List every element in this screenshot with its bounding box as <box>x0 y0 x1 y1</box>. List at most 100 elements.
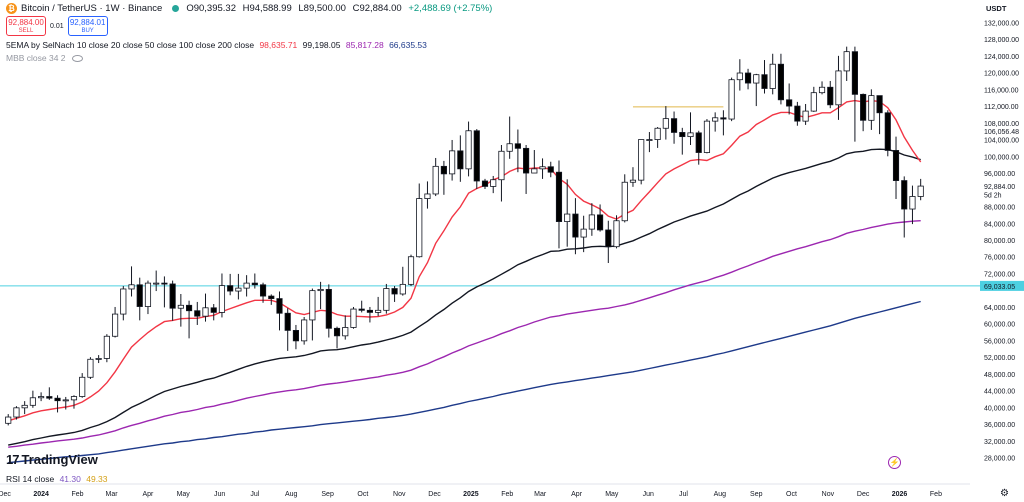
symbol-legend[interactable]: ₿ Bitcoin / TetherUS · 1W · Binance O90,… <box>6 3 496 14</box>
price-tick-label: 120,000.00 <box>984 71 1019 78</box>
candle-body-up <box>309 290 316 321</box>
candle <box>901 176 908 238</box>
candle-body-up <box>235 287 242 292</box>
candle <box>350 306 357 329</box>
candle-body-up <box>564 213 571 222</box>
candle <box>638 139 645 185</box>
candle-body-up <box>38 396 45 399</box>
close-value: C92,884.00 <box>352 3 402 14</box>
candle <box>202 293 209 322</box>
settings-gear-icon[interactable]: ⚙ <box>1000 488 1009 499</box>
candle-body-down <box>276 298 283 314</box>
price-axis[interactable]: 132,000.00 128,000.00 124,000.00 120,000.00… <box>980 20 1024 463</box>
candle-body-down <box>185 304 193 312</box>
price-tick-label: 48,000.00 <box>984 372 1015 379</box>
symbol-title[interactable]: Bitcoin / TetherUS · 1W · Binance <box>21 3 163 14</box>
candle-body-down <box>251 282 258 286</box>
time-tick-label: Nov <box>822 491 835 498</box>
buy-price: 92,884.01 <box>69 18 106 27</box>
candle <box>407 254 415 287</box>
candle <box>777 53 785 105</box>
time-axis[interactable]: Dec 2024 Feb Mar Apr May Jun Jul Aug Sep Oct Nov Dec… <box>0 483 970 498</box>
candle-body-down <box>597 214 604 231</box>
high-value: H94,588.99 <box>242 3 292 14</box>
candle <box>383 283 390 314</box>
candle <box>358 300 365 313</box>
candle <box>309 288 316 341</box>
time-tick-label: Sep <box>750 491 763 498</box>
mbb-legend[interactable]: MBB close 34 2 <box>6 53 83 63</box>
candle <box>169 280 176 321</box>
price-tick-label: 84,000.00 <box>984 221 1015 228</box>
ohlc-values: O90,395.32 H94,588.99 L89,500.00 C92,884… <box>186 3 496 14</box>
candle <box>366 306 373 323</box>
candle <box>432 157 439 197</box>
candle <box>399 266 406 296</box>
candle <box>46 387 53 400</box>
change-value: +2,488.69 (+2.75%) <box>408 3 493 14</box>
candle <box>695 130 702 165</box>
time-tick-label: Dec <box>0 491 11 498</box>
price-tick-label: 132,000.00 <box>984 20 1019 27</box>
candle-body-up <box>736 72 743 81</box>
candle <box>629 167 637 187</box>
candle <box>5 414 12 426</box>
candle-body-up <box>917 185 924 197</box>
candle <box>243 275 250 297</box>
ema-legend[interactable]: 5EMA by SelNach 10 close 20 close 50 clo… <box>6 40 427 50</box>
candle-body-down <box>54 397 61 402</box>
tradingview-mark-icon: 17 <box>6 452 20 467</box>
currency-label[interactable]: USDT <box>986 4 1007 13</box>
candle-body-up <box>498 150 505 181</box>
time-tick-label: Mar <box>106 491 119 498</box>
candle <box>868 89 875 130</box>
candle-body-up <box>416 198 423 258</box>
candle <box>646 132 653 153</box>
sell-button[interactable]: 92,884.00 SELL <box>6 16 46 36</box>
time-tick-label: Jun <box>214 491 225 498</box>
candle <box>892 136 900 199</box>
rsi-legend[interactable]: RSI 14 close 41.30 49.33 <box>6 474 108 484</box>
candle <box>687 112 694 145</box>
candle <box>506 116 513 159</box>
candle <box>218 273 226 318</box>
time-tick-label: Dec <box>428 491 441 498</box>
price-tick-label: 72,000.00 <box>984 271 1015 278</box>
tradingview-logo: 17 TradingView <box>6 452 98 467</box>
candle-body-up <box>638 139 645 181</box>
candle <box>884 110 891 157</box>
candle-body-up <box>153 282 160 285</box>
time-tick-label: Aug <box>285 491 298 498</box>
candle <box>827 80 834 109</box>
open-value: O90,395.32 <box>186 3 236 14</box>
buy-label: BUY <box>81 28 94 34</box>
trade-buttons: 92,884.00 SELL 0.01 92,884.01 BUY <box>6 16 108 36</box>
candle-body-down <box>284 312 291 331</box>
candle-body-up <box>662 118 669 129</box>
price-tick-label: 128,000.00 <box>984 37 1019 44</box>
candle-body-up <box>424 193 431 199</box>
time-tick-label: Oct <box>357 491 368 498</box>
candle <box>703 119 711 154</box>
candle <box>802 103 809 125</box>
eye-icon[interactable] <box>71 55 83 63</box>
candle <box>457 135 464 182</box>
time-tick-label: May <box>177 491 191 498</box>
time-tick-label: Apr <box>143 491 155 498</box>
candle <box>416 183 423 258</box>
candle-body-up <box>350 308 357 328</box>
price-tick-label: 36,000.00 <box>984 422 1015 429</box>
candle-body-up <box>449 150 456 175</box>
ema-value-4: 66,635.53 <box>389 40 427 50</box>
time-tick-label: Jun <box>643 491 654 498</box>
buy-button[interactable]: 92,884.01 BUY <box>67 16 108 36</box>
time-tick-label: 2024 <box>33 491 49 498</box>
candle <box>794 101 801 126</box>
candle-body-down <box>457 150 464 170</box>
candle <box>70 395 78 409</box>
time-tick-label: May <box>605 491 619 498</box>
candle-body-down <box>794 105 801 122</box>
candle-body-up <box>621 181 628 222</box>
lightning-icon[interactable]: ⚡ <box>888 456 901 469</box>
